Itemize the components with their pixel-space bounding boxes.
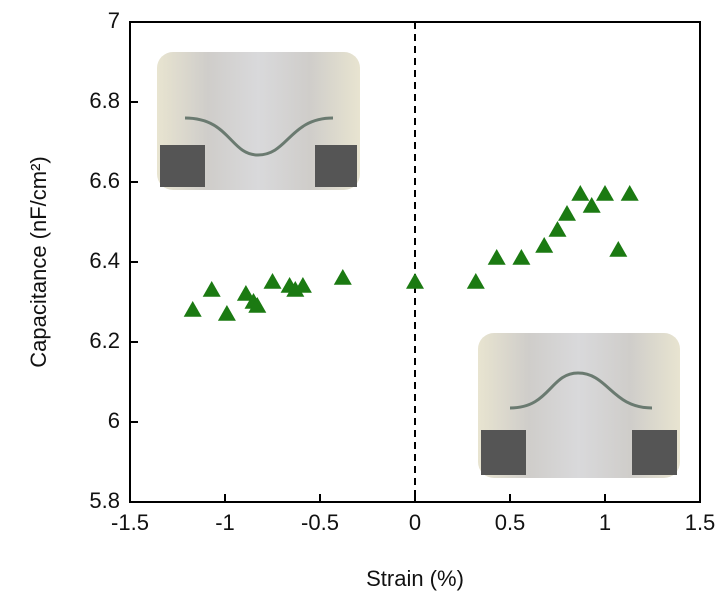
data-point [286,281,305,297]
data-point [263,273,282,289]
data-point [293,277,312,293]
x-axis-label: Strain (%) [366,566,464,591]
x-tick-label: -0.5 [301,510,339,535]
data-point [248,297,267,313]
y-tick-label: 6.6 [89,168,120,193]
y-tick-label: 6.8 [89,88,120,113]
data-point [535,237,554,253]
data-point [217,305,236,321]
data-point [582,197,601,213]
y-tick-label: 7 [108,8,120,33]
data-point [183,301,202,317]
y-tick-label: 6.4 [89,248,120,273]
x-tick-label: -1.5 [111,510,149,535]
data-point [571,185,590,201]
data-point [609,241,628,257]
data-point [487,249,506,265]
data-point [466,273,485,289]
data-point [512,249,531,265]
x-tick-label: 1 [599,510,611,535]
x-tick-label: 0.5 [495,510,526,535]
x-tick-label: 0 [409,510,421,535]
data-point [236,285,255,301]
data-point [202,281,221,297]
y-tick-label: 5.8 [89,488,120,513]
data-point [548,221,567,237]
inset-photo-bent-down [157,52,360,190]
inset-photo-bent-up [478,333,680,478]
data-point [620,185,639,201]
data-point [333,269,352,285]
y-axis-label: Capacitance (nF/cm²) [26,156,51,368]
x-tick-label: -1 [215,510,235,535]
y-tick-label: 6 [108,408,120,433]
y-tick-label: 6.2 [89,328,120,353]
data-point [596,185,614,201]
data-point [406,273,424,289]
x-tick-label: 1.5 [685,510,716,535]
data-point [558,205,576,221]
